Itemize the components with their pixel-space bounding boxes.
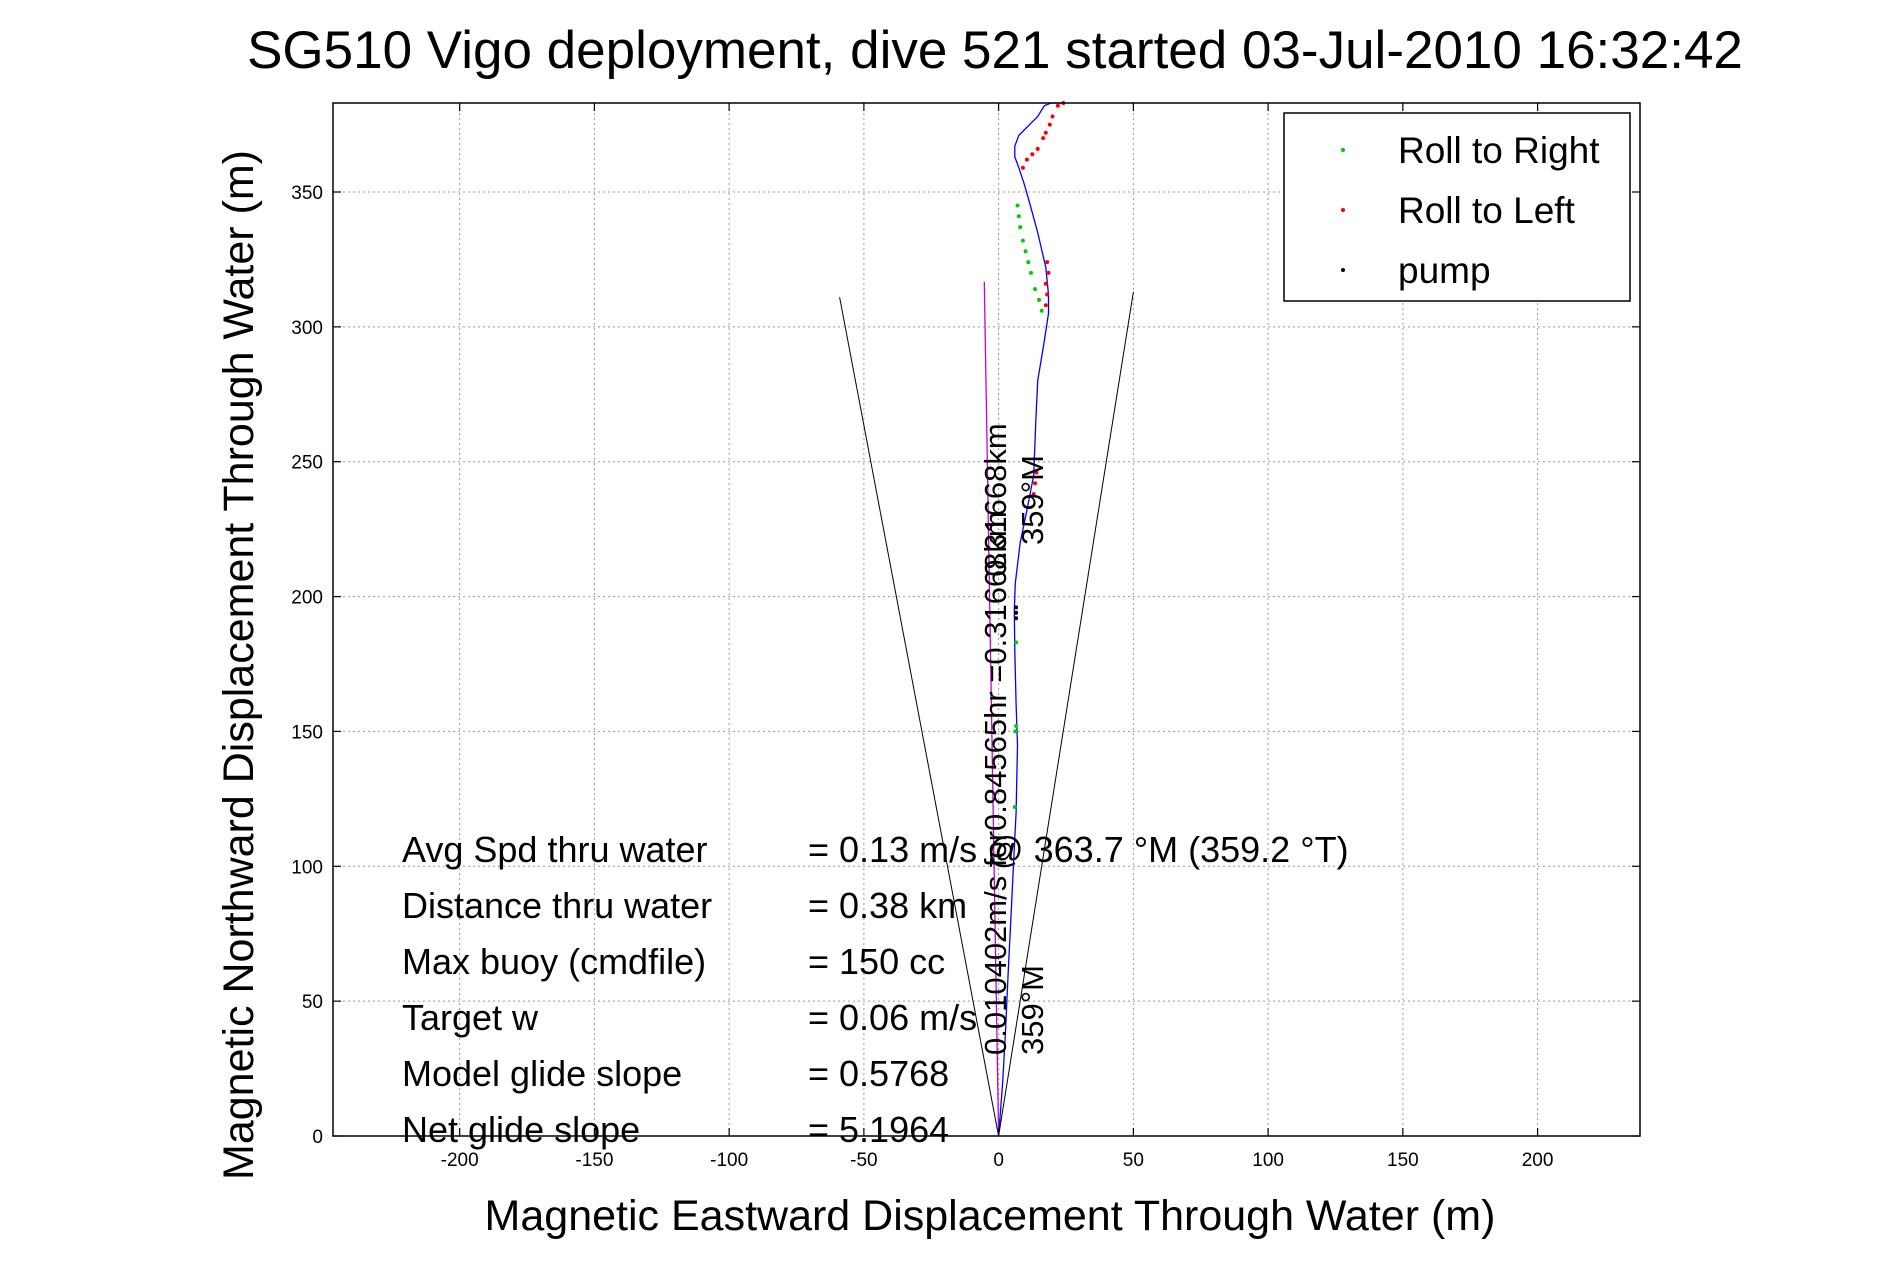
roll-to-left-point — [1043, 130, 1048, 135]
legend: Roll to Right Roll to Left pump — [1283, 112, 1631, 302]
roll-to-left-point — [1045, 260, 1050, 265]
chart-title: SG510 Vigo deployment, dive 521 started … — [247, 21, 1743, 80]
vector-annotations: 0.31668km 359°M0.010402m/s for0.84565hr =… — [978, 423, 1050, 1055]
dive-statistics: Avg Spd thru water = 0.13 m/s @ 363.7 °M … — [402, 829, 1349, 1150]
grid-lines — [333, 103, 1640, 1137]
roll-to-left-point — [1047, 122, 1052, 127]
legend-label: Roll to Right — [1398, 130, 1600, 171]
dive-track — [997, 102, 1064, 1137]
roll-to-right-point — [1039, 308, 1044, 313]
y-tick-label: 250 — [291, 453, 323, 474]
legend-marker — [1341, 148, 1345, 152]
roll-to-left-point — [1046, 270, 1051, 275]
roll-to-right-point — [1020, 238, 1025, 243]
stat-label: Distance thru water — [402, 885, 712, 926]
roll-to-left-point — [1031, 492, 1036, 497]
track-line — [997, 102, 1064, 1137]
roll-to-right-point — [1026, 260, 1031, 265]
roll-to-left-point — [1050, 114, 1055, 119]
roll-to-right-point — [1018, 225, 1023, 230]
y-axis-label: Magnetic Northward Displacement Through … — [215, 150, 263, 1180]
y-tick-label: 300 — [291, 318, 323, 339]
cone-right-line — [998, 291, 1134, 1137]
roll-to-right-point — [1037, 297, 1041, 302]
roll-to-left-point — [1043, 303, 1048, 308]
roll-to-right-point — [1016, 214, 1021, 219]
roll-to-right-point — [1033, 287, 1037, 292]
stat-value: = 0.06 m/s — [808, 997, 977, 1038]
roll-markers — [1012, 101, 1066, 809]
vector-annotation: 0.010402m/s for0.84565hr =0.31668km — [978, 511, 1013, 1055]
roll-to-left-point — [1033, 481, 1037, 486]
y-tick-label: 200 — [291, 588, 323, 609]
y-tick-label: 50 — [302, 992, 323, 1013]
stat-value: = 0.38 km — [808, 885, 967, 926]
x-tick-label: 200 — [1522, 1150, 1554, 1171]
pump-point — [1014, 610, 1019, 615]
x-tick-label: -200 — [441, 1150, 479, 1171]
stat-value: = 150 cc — [808, 941, 945, 982]
stat-label: Max buoy (cmdfile) — [402, 941, 706, 982]
legend-marker — [1341, 268, 1345, 272]
stat-value: = 5.1964 — [808, 1109, 949, 1150]
legend-label: Roll to Left — [1398, 190, 1576, 231]
roll-to-left-point — [1043, 281, 1048, 286]
roll-to-left-point — [1055, 103, 1060, 108]
roll-to-right-point — [1014, 640, 1019, 645]
mean-vector — [983, 281, 1000, 1137]
y-tick-label: 100 — [291, 857, 323, 878]
x-tick-label: 50 — [1123, 1150, 1144, 1171]
roll-to-left-point — [1045, 292, 1050, 297]
uncertainty-cone — [839, 291, 1134, 1137]
roll-to-left-point — [1041, 136, 1046, 141]
vector-annotation: 359°M — [1015, 455, 1050, 545]
pump-point — [1014, 605, 1019, 610]
x-axis-label: Magnetic Eastward Displacement Through W… — [485, 1192, 1496, 1240]
roll-to-right-point — [1014, 724, 1019, 728]
pump-point — [1014, 616, 1019, 621]
x-tick-label: -100 — [710, 1150, 748, 1171]
legend-label: pump — [1398, 250, 1491, 291]
stat-label: Model glide slope — [402, 1053, 682, 1094]
roll-to-left-point — [1024, 157, 1029, 162]
mean-vector-line — [983, 281, 1000, 1137]
stat-label: Target w — [402, 997, 539, 1038]
vector-annotation: 0.31668km — [978, 423, 1013, 576]
roll-to-right-point — [1012, 805, 1017, 809]
roll-to-right-point — [1015, 203, 1020, 208]
roll-to-right-point — [1013, 729, 1018, 734]
y-tick-label: 0 — [312, 1127, 323, 1148]
roll-to-left-point — [1035, 146, 1040, 151]
vector-annotation: 359°M — [1015, 965, 1050, 1055]
y-tick-label: 350 — [291, 183, 323, 204]
stat-value: = 0.5768 — [808, 1053, 949, 1094]
x-tick-label: 150 — [1387, 1150, 1419, 1171]
roll-to-left-point — [1030, 152, 1035, 157]
roll-to-right-point — [1029, 270, 1033, 275]
roll-to-left-point — [1034, 470, 1039, 475]
roll-to-left-point — [1020, 165, 1025, 170]
x-tick-label: -150 — [575, 1150, 613, 1171]
x-tick-label: -50 — [850, 1150, 877, 1171]
axis-ticks: -200 -150 -100 -50 0 50 100 150 200 0 50 100 150 200 2… — [291, 103, 1640, 1171]
plot-area-frame — [332, 102, 1641, 1137]
stat-label: Net glide slope — [402, 1109, 640, 1150]
stat-label: Avg Spd thru water — [402, 829, 708, 870]
legend-marker — [1341, 208, 1345, 212]
x-tick-label: 100 — [1252, 1150, 1284, 1171]
y-tick-label: 150 — [291, 722, 323, 743]
roll-to-right-point — [1023, 249, 1028, 254]
x-tick-label: 0 — [993, 1150, 1004, 1171]
stat-value: = 0.13 m/s @ 363.7 °M (359.2 °T) — [808, 829, 1349, 870]
cone-left-line — [839, 297, 1000, 1137]
